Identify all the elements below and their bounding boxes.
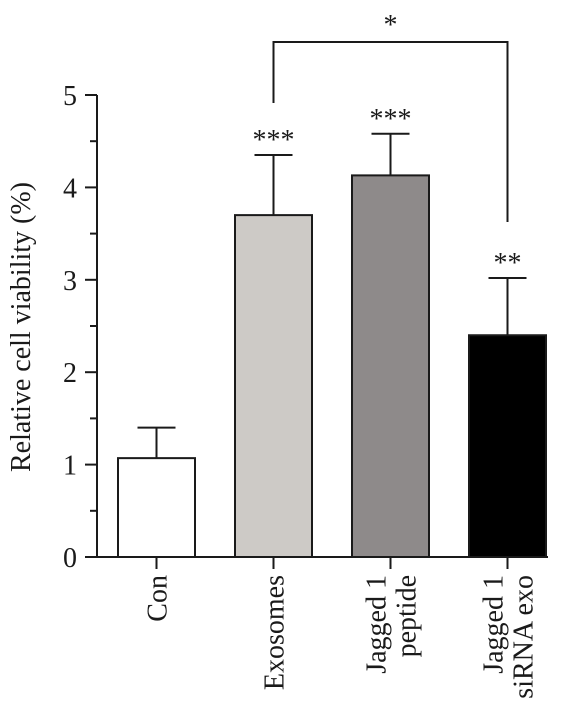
- y-tick-label: 0: [63, 543, 77, 574]
- significance-label: ***: [370, 104, 412, 135]
- bar: [468, 334, 547, 558]
- y-tick-label: 2: [63, 358, 77, 389]
- comparison-bracket: [272, 41, 509, 222]
- x-category-label: Exosomes: [260, 575, 291, 690]
- x-category-label: Jagged 1: [479, 575, 510, 674]
- comparison-label: *: [384, 10, 398, 41]
- x-category-label: siRNA exo: [509, 575, 540, 699]
- bar: [117, 457, 196, 558]
- significance-label: ***: [253, 125, 295, 156]
- x-axis-labels: Con Exosomes Jagged 1 peptide Jagged 1 siRNA …: [143, 557, 540, 699]
- bars: [117, 132, 547, 558]
- x-category-label: Con: [143, 575, 174, 622]
- y-tick-label: 1: [63, 451, 77, 482]
- y-tick-label: 5: [63, 81, 77, 112]
- x-category-label: Jagged 1: [362, 575, 393, 674]
- bar: [234, 214, 313, 558]
- x-category-label: peptide: [392, 575, 423, 657]
- significance-label: **: [494, 248, 522, 279]
- significance-marks: *********: [253, 10, 522, 279]
- y-tick-label: 3: [63, 266, 77, 297]
- bar: [351, 174, 430, 558]
- y-tick-label: 4: [63, 173, 77, 204]
- y-axis-label: Relative cell viability (%): [6, 182, 37, 472]
